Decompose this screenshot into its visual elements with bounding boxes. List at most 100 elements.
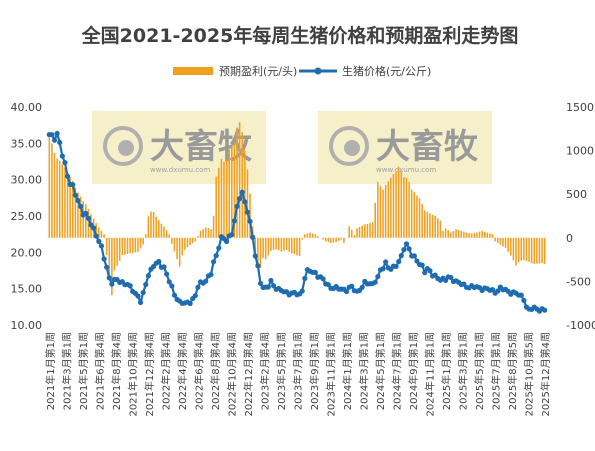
profit-bar [53, 152, 56, 238]
profit-bar [131, 237, 134, 254]
y-right-tick-label: 0 [566, 232, 573, 245]
profit-bar [366, 223, 369, 238]
profit-bar [439, 220, 442, 238]
profit-bar [489, 233, 491, 238]
profit-bar [272, 237, 275, 251]
profit-bar [311, 233, 314, 238]
profit-bar [298, 237, 301, 257]
price-point [192, 293, 198, 299]
price-point [187, 300, 193, 307]
profit-bar [450, 232, 452, 238]
profit-bar [309, 232, 311, 238]
profit-bar [452, 230, 455, 238]
price-point [422, 270, 428, 276]
y-left-tick-label: 40.00 [11, 101, 43, 114]
profit-bar [481, 230, 483, 238]
price-point [375, 273, 381, 280]
profit-bar [499, 237, 502, 245]
x-tick-label: 2021年12月第4周 [143, 332, 156, 417]
price-point [213, 252, 219, 259]
profit-bar [280, 237, 283, 252]
profit-bar [126, 237, 129, 254]
profit-bar [246, 169, 249, 238]
x-tick-label: 2024年7月第1周 [391, 332, 404, 410]
price-point [224, 238, 230, 245]
profit-bar [197, 236, 199, 238]
price-point [237, 196, 243, 202]
x-tick-label: 2024年11月第1周 [424, 332, 437, 417]
profit-bar [455, 229, 457, 238]
price-point [252, 253, 258, 259]
profit-bar [350, 229, 353, 238]
profit-bar [74, 187, 77, 238]
profit-bar [437, 218, 439, 238]
profit-bar [413, 192, 416, 238]
price-point [396, 259, 402, 265]
profit-bar [483, 231, 486, 238]
profit-bar [337, 237, 340, 241]
profit-bar [137, 237, 139, 252]
profit-bar [220, 158, 223, 238]
profit-bar [103, 234, 105, 238]
price-point [403, 241, 410, 247]
price-point [419, 262, 425, 268]
svg-text:www.dxumu.com: www.dxumu.com [376, 166, 436, 174]
x-tick-label: 2024年9月第1周 [407, 332, 420, 410]
profit-bar [168, 234, 171, 238]
y-right-tick-label: -1000 [566, 319, 595, 332]
price-point [83, 210, 89, 216]
y-right-tick-label: 1500 [566, 101, 594, 114]
x-tick-label: 2021年1月第1周 [44, 332, 57, 410]
price-point [101, 256, 107, 262]
price-point [401, 247, 407, 253]
profit-bar [491, 234, 494, 238]
x-tick-label: 2021年3月第1周 [61, 332, 74, 410]
price-point [372, 279, 378, 285]
profit-bar [530, 237, 533, 264]
profit-bar [152, 211, 155, 238]
profit-bar [397, 166, 400, 238]
y-right-tick-label: 500 [566, 188, 587, 201]
price-point [542, 307, 548, 313]
profit-bar [191, 237, 194, 244]
x-tick-label: 2022年12月第4周 [242, 332, 255, 417]
svg-text:大畜牧: 大畜牧 [150, 127, 253, 167]
profit-bar [181, 237, 184, 256]
y-right-tick-label: 1000 [566, 145, 594, 158]
profit-bar [105, 237, 108, 256]
profit-bar [434, 215, 436, 238]
price-point [109, 281, 115, 287]
price-point [299, 288, 305, 294]
price-point [166, 279, 172, 285]
price-point [247, 218, 253, 224]
x-tick-label: 2025年10月第5周 [523, 332, 536, 417]
profit-bar [510, 237, 512, 256]
profit-bar [61, 164, 64, 238]
profit-bar [85, 204, 87, 238]
profit-bar [322, 237, 324, 240]
x-tick-label: 2021年5月第1周 [77, 332, 90, 410]
profit-bar [259, 237, 262, 268]
profit-bar [520, 237, 523, 261]
price-point [406, 246, 412, 252]
watermark-right: 大畜牧 www.dxumu.com [318, 111, 492, 184]
price-point [51, 137, 58, 143]
price-point [448, 274, 454, 281]
svg-text:大畜牧: 大畜牧 [376, 127, 479, 167]
y-left-tick-label: 35.00 [11, 137, 43, 150]
profit-bar [408, 182, 410, 238]
profit-bar [301, 237, 303, 240]
profit-bar [426, 211, 429, 238]
profit-bar [306, 233, 309, 238]
x-tick-label: 2022年8月第4周 [209, 332, 222, 410]
price-line-series [46, 129, 548, 314]
profit-bar [202, 229, 204, 238]
profit-bar [356, 228, 358, 238]
profit-bar [285, 237, 288, 250]
profit-bar [330, 237, 332, 244]
profit-bar [267, 237, 270, 256]
x-tick-label: 2023年5月第1周 [275, 332, 288, 410]
price-point [143, 281, 149, 288]
price-point [244, 209, 251, 215]
profit-bar [379, 185, 382, 238]
